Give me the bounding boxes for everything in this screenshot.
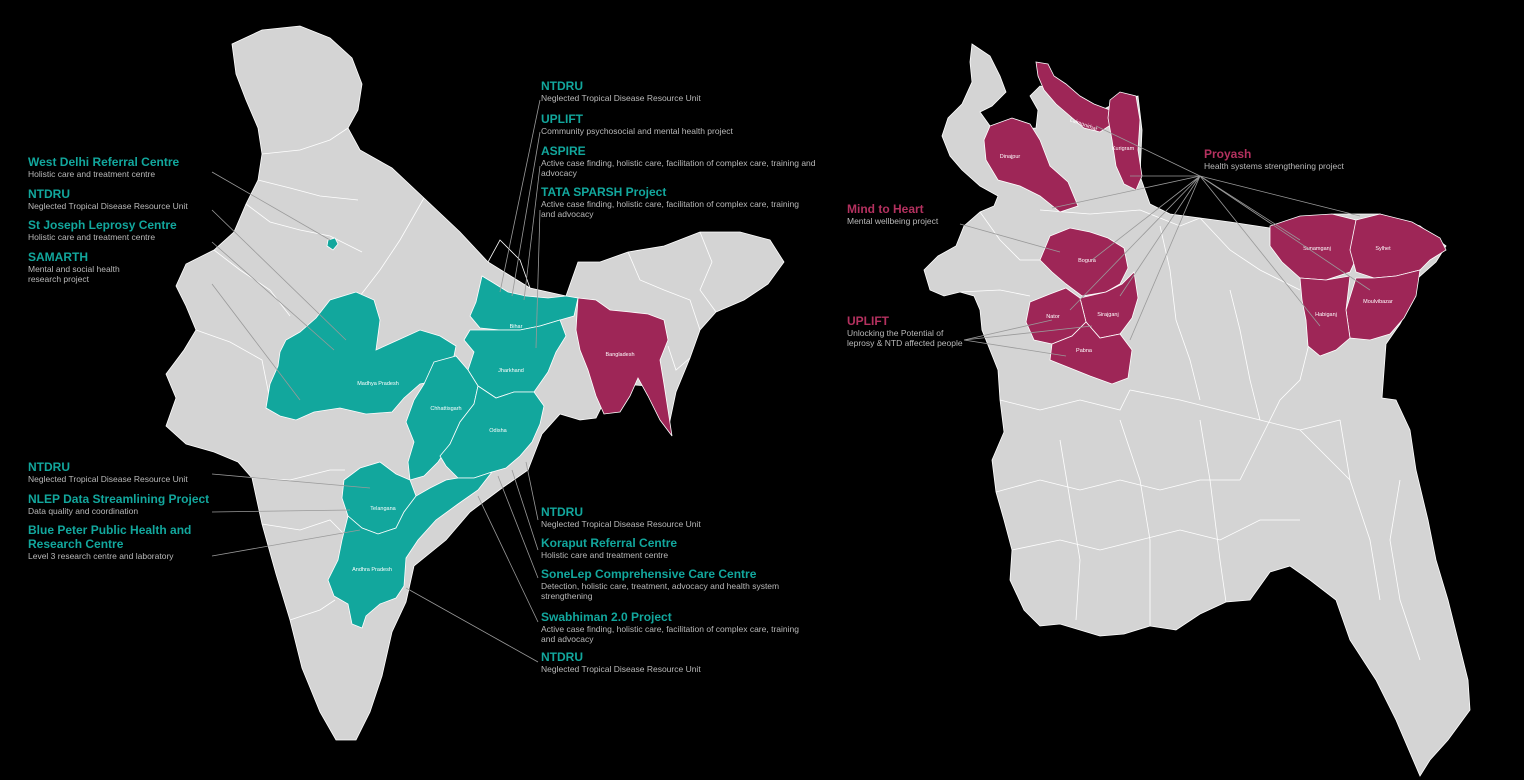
state-bihar (469, 275, 579, 331)
label-st-joseph-leprosy-centre: St Joseph Leprosy Centre Holistic care a… (28, 218, 218, 243)
district-habiganj (1299, 275, 1351, 357)
label-title: ASPIRE (541, 144, 586, 158)
region-label-jharkhand: Jharkhand (498, 368, 524, 374)
label-title: St Joseph Leprosy Centre (28, 218, 177, 232)
label-desc: Neglected Tropical Disease Resource Unit (28, 473, 188, 484)
label-desc: Neglected Tropical Disease Resource Unit (541, 663, 701, 674)
label-desc: Active case finding, holistic care, faci… (541, 198, 799, 219)
district-kurigram (1107, 91, 1143, 191)
label-title: UPLIFT (847, 314, 889, 328)
label-ntdru-telangana: NTDRU Neglected Tropical Disease Resourc… (28, 460, 238, 485)
label-west-delhi-referral-centre: West Delhi Referral Centre Holistic care… (28, 155, 218, 180)
state-chhattisgarh (405, 355, 479, 481)
label-nlep-data-streamlining: NLEP Data Streamlining Project Data qual… (28, 492, 238, 517)
label-sonelep: SoneLep Comprehensive Care Centre Detect… (541, 567, 781, 601)
delhi-marker (326, 237, 339, 251)
label-title: UPLIFT (541, 112, 583, 126)
label-title: Blue Peter Public Health and Research Ce… (28, 523, 192, 551)
region-label-bihar: Bihar (510, 324, 523, 330)
label-tata-sparsh: TATA SPARSH Project Active case finding,… (541, 185, 811, 219)
label-title: NTDRU (541, 79, 583, 93)
region-label-madhya-pradesh: Madhya Pradesh (357, 381, 399, 387)
label-desc: Level 3 research centre and laboratory (28, 550, 174, 561)
label-desc: Active case finding, holistic care, faci… (541, 157, 816, 178)
district-label-nator: Nator (1046, 314, 1060, 320)
state-jharkhand (463, 319, 567, 399)
label-title: NTDRU (541, 650, 583, 664)
label-ntdru-odisha: NTDRU Neglected Tropical Disease Resourc… (541, 505, 771, 530)
bangladesh-highlighted-districts (983, 61, 1447, 385)
bangladesh-leader-lines (959, 125, 1371, 357)
region-label-andhra-pradesh: Andhra Pradesh (352, 567, 392, 573)
label-title: Proyash (1204, 147, 1252, 161)
label-desc: Neglected Tropical Disease Resource Unit (541, 518, 701, 529)
label-desc: Active case finding, holistic care, faci… (541, 623, 799, 644)
india-highlighted-states (265, 237, 579, 629)
label-uplift-india: UPLIFT Community psychosocial and mental… (541, 112, 801, 137)
label-samarth: SAMARTH Mental and social health researc… (28, 250, 148, 284)
label-ntdru-delhi: NTDRU Neglected Tropical Disease Resourc… (28, 187, 218, 212)
label-desc: Data quality and coordination (28, 505, 139, 516)
india-map: Bihar Jharkhand Madhya Pradesh Chhattisg… (165, 25, 785, 741)
label-title: Koraput Referral Centre (541, 536, 678, 550)
label-desc: Detection, holistic care, treatment, adv… (541, 580, 780, 601)
district-label-moulvibazar: Moulvibazar (1363, 299, 1393, 305)
label-mind-to-heart: Mind to Heart Mental wellbeing project (847, 202, 997, 227)
label-desc: Holistic care and treatment centre (28, 231, 156, 242)
bangladesh-district-borders (959, 209, 1421, 661)
label-koraput-referral-centre: Koraput Referral Centre Holistic care an… (541, 536, 771, 561)
bangladesh-map: Lalmonirhat Dinajpur Kurigram Bogura Sir… (923, 43, 1471, 777)
bangladesh-shape-india-map (575, 297, 673, 437)
label-desc: Community psychosocial and mental health… (541, 125, 733, 136)
label-uplift-bangladesh: UPLIFT Unlocking the Potential of lepros… (847, 314, 965, 348)
label-ntdru-bihar: NTDRU Neglected Tropical Disease Resourc… (541, 79, 771, 104)
label-title: SAMARTH (28, 250, 88, 264)
region-label-telangana: Telangana (370, 506, 396, 512)
district-label-dinajpur: Dinajpur (1000, 154, 1021, 160)
label-ntdru-andhra: NTDRU Neglected Tropical Disease Resourc… (541, 650, 771, 675)
state-andhra-pradesh (327, 471, 494, 629)
label-title: SoneLep Comprehensive Care Centre (541, 567, 757, 581)
label-title: NTDRU (541, 505, 583, 519)
district-dinajpur (983, 117, 1079, 213)
district-sylhet (1349, 213, 1447, 279)
label-proyash: Proyash Health systems strengthening pro… (1204, 147, 1404, 172)
label-desc: Unlocking the Potential of leprosy & NTD… (847, 327, 963, 348)
india-leader-lines (211, 99, 541, 663)
label-swabhiman: Swabhiman 2.0 Project Active case findin… (541, 610, 811, 644)
label-blue-peter: Blue Peter Public Health and Research Ce… (28, 523, 198, 561)
state-odisha (439, 385, 545, 479)
label-title: TATA SPARSH Project (541, 185, 667, 199)
district-label-sirajganj: Sirajganj (1097, 312, 1118, 318)
label-desc: Mental and social health research projec… (28, 263, 120, 284)
region-label-chhattisgarh: Chhattisgarh (430, 406, 461, 412)
label-title: NLEP Data Streamlining Project (28, 492, 210, 506)
label-aspire: ASPIRE Active case finding, holistic car… (541, 144, 831, 178)
region-label-odisha: Odisha (489, 428, 507, 434)
label-title: West Delhi Referral Centre (28, 155, 180, 169)
district-label-pabna: Pabna (1076, 348, 1093, 354)
region-label-bangladesh: Bangladesh (605, 352, 634, 358)
label-desc: Holistic care and treatment centre (28, 168, 156, 179)
label-desc: Neglected Tropical Disease Resource Unit (28, 200, 188, 211)
district-bogura (1039, 227, 1129, 297)
label-title: NTDRU (28, 460, 70, 474)
district-sunamganj (1269, 213, 1361, 281)
district-label-kurigram: Kurigram (1112, 146, 1135, 152)
label-desc: Health systems strengthening project (1204, 160, 1344, 171)
label-title: Swabhiman 2.0 Project (541, 610, 672, 624)
district-moulvibazar (1345, 269, 1421, 341)
label-desc: Neglected Tropical Disease Resource Unit (541, 92, 701, 103)
label-title: NTDRU (28, 187, 70, 201)
district-label-sylhet: Sylhet (1375, 246, 1391, 252)
label-desc: Holistic care and treatment centre (541, 549, 669, 560)
label-desc: Mental wellbeing project (847, 215, 939, 226)
district-label-bogura: Bogura (1078, 258, 1097, 264)
label-title: Mind to Heart (847, 202, 924, 216)
district-label-habiganj: Habiganj (1315, 312, 1337, 318)
district-pabna (1049, 321, 1133, 385)
district-label-sunamganj: Sunamganj (1303, 246, 1331, 252)
